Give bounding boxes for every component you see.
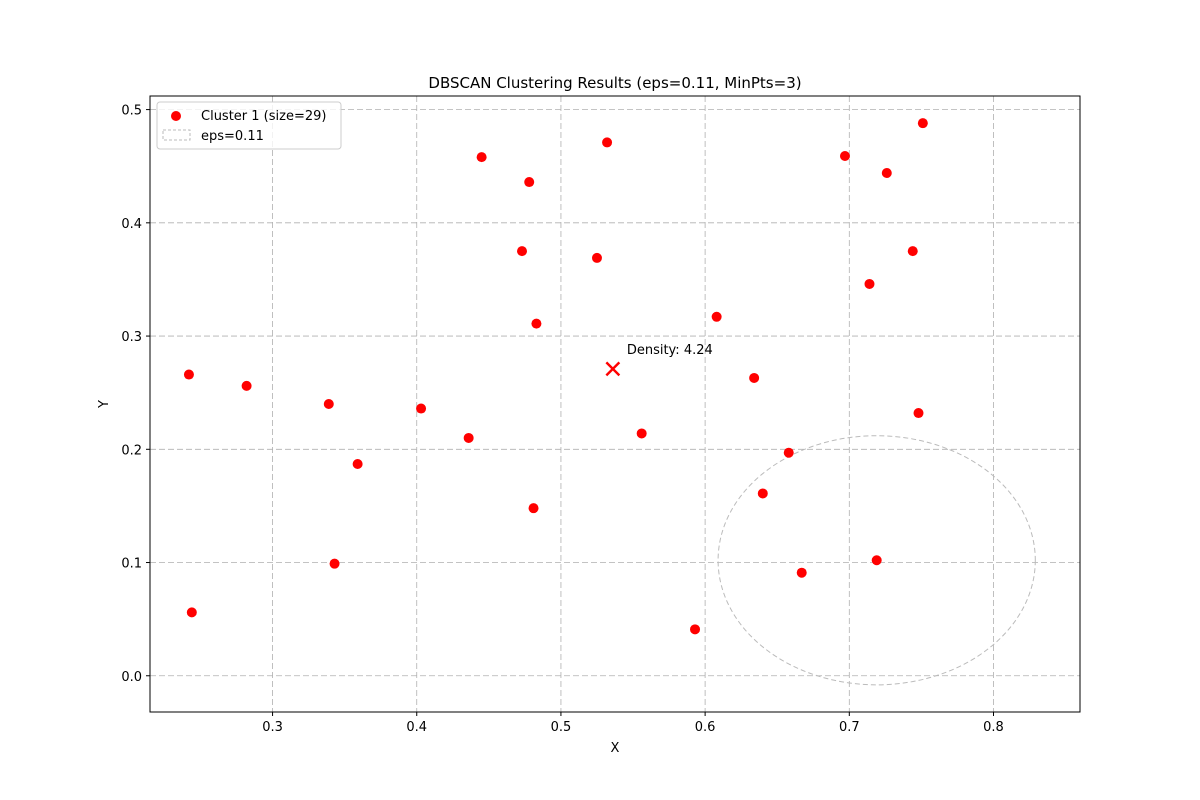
data-point — [352, 459, 363, 470]
data-point — [881, 168, 892, 178]
x-tick-label: 0.5 — [551, 720, 572, 735]
legend-cluster-label: Cluster 1 (size=29) — [201, 109, 326, 124]
x-tick-label: 0.4 — [406, 720, 427, 735]
data-point — [531, 318, 542, 329]
data-point — [749, 372, 760, 383]
data-point — [517, 246, 527, 257]
legend-eps-label: eps=0.11 — [201, 129, 264, 144]
data-point — [183, 369, 194, 380]
data-point — [690, 624, 701, 635]
data-point — [323, 399, 334, 409]
x-ticks: 0.3 0.4 0.5 0.6 0.7 0.8 — [262, 712, 1004, 735]
data-point — [757, 488, 768, 499]
data-point — [476, 152, 487, 163]
data-point — [524, 177, 535, 188]
data-point — [241, 380, 252, 391]
legend-box — [156, 101, 342, 150]
data-point — [186, 607, 197, 618]
eps-circle-layer — [717, 435, 1036, 686]
plot-frame — [149, 95, 1081, 713]
data-point — [871, 555, 882, 566]
y-tick-label: 0.5 — [121, 104, 142, 119]
data-point — [864, 278, 875, 289]
data-point — [416, 403, 427, 414]
data-point — [907, 246, 918, 257]
centroid-density-label: Density: 4.24 — [627, 343, 713, 358]
y-tick-label: 0.4 — [121, 217, 142, 232]
centroid-layer: Density: 4.24 — [605, 343, 713, 377]
y-tick-label: 0.2 — [121, 443, 142, 458]
data-point — [329, 558, 340, 569]
y-axis-label: Y — [97, 400, 112, 409]
data-point — [463, 432, 474, 443]
data-point — [591, 252, 602, 263]
y-ticks: 0.0 0.1 0.2 0.3 0.4 0.5 — [121, 104, 150, 685]
data-point — [917, 118, 928, 129]
y-tick-label: 0.0 — [121, 670, 142, 685]
data-point — [839, 151, 850, 162]
y-tick-label: 0.3 — [121, 330, 142, 345]
y-tick-label: 0.1 — [121, 557, 142, 572]
data-points — [183, 118, 928, 635]
x-axis-label: X — [611, 741, 620, 756]
legend-eps-marker — [162, 129, 191, 141]
chart-title: DBSCAN Clustering Results (eps=0.11, Min… — [428, 74, 801, 92]
legend: Cluster 1 (size=29) eps=0.11 — [156, 101, 342, 150]
data-point — [528, 503, 539, 514]
data-point — [796, 567, 807, 578]
x-tick-label: 0.8 — [983, 720, 1004, 735]
x-tick-label: 0.3 — [262, 720, 283, 735]
eps-circle — [717, 435, 1036, 686]
x-tick-label: 0.6 — [695, 720, 716, 735]
data-point — [711, 311, 722, 322]
legend-cluster-marker — [171, 111, 181, 121]
centroid-marker-stroke — [605, 361, 621, 377]
grid — [150, 96, 1080, 712]
data-point — [783, 447, 794, 458]
data-point — [636, 428, 647, 439]
data-point — [602, 137, 613, 148]
data-point — [913, 408, 924, 419]
x-tick-label: 0.7 — [839, 720, 860, 735]
